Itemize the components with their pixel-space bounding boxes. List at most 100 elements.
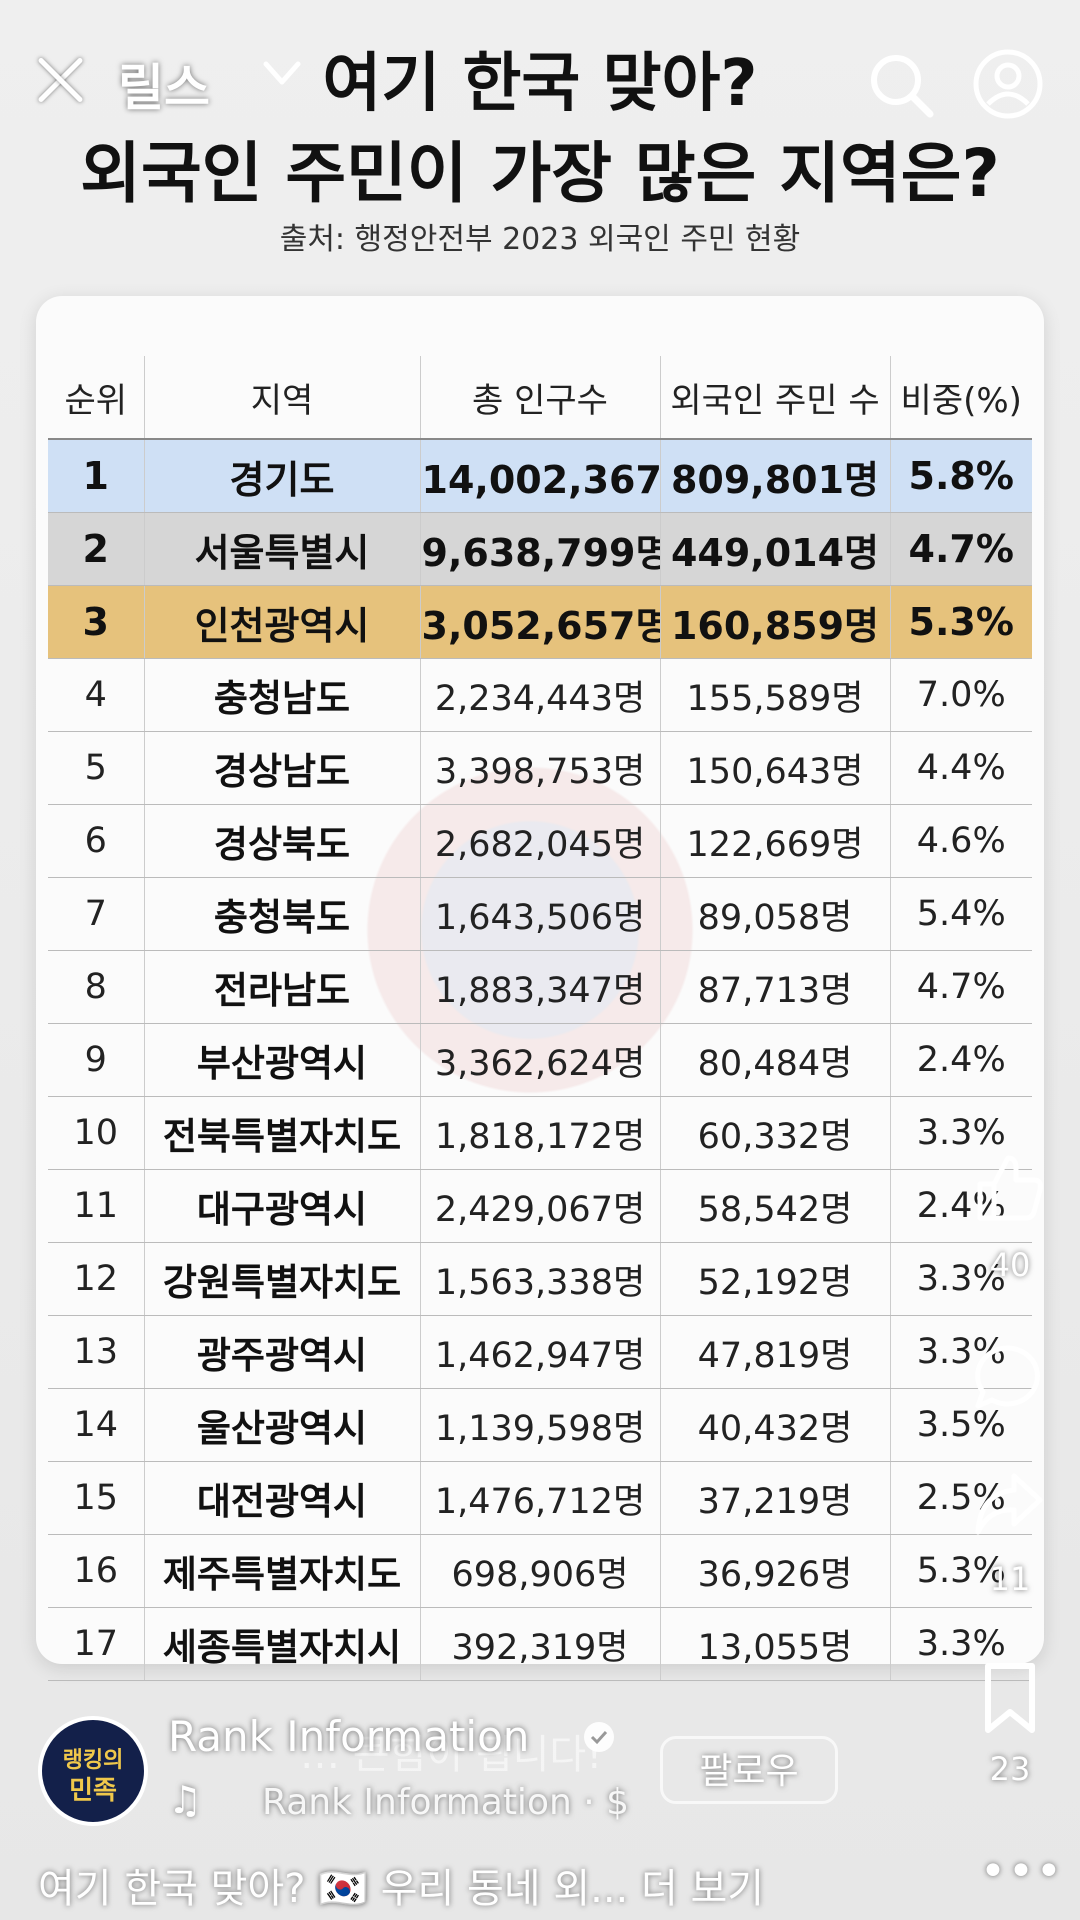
cell-rank: 1 bbox=[48, 439, 144, 513]
cell-region: 강원특별자치도 bbox=[143, 1242, 420, 1316]
cell-rank: 11 bbox=[48, 1169, 144, 1243]
account-name[interactable]: Rank Information bbox=[168, 1712, 530, 1761]
cell-rank: 6 bbox=[48, 804, 144, 878]
title-line-1: 여기 한국 맞아? bbox=[322, 47, 758, 121]
comment-icon[interactable] bbox=[970, 1340, 1046, 1416]
cell-population: 1,883,347명 bbox=[419, 950, 660, 1024]
avatar-text-top: 랭킹의 bbox=[62, 1748, 124, 1773]
like-count: 40 bbox=[989, 1246, 1031, 1284]
table-row: 11 대구광역시 2,429,067명 58,542명 2.4% bbox=[48, 1169, 1032, 1243]
cell-foreign: 52,192명 bbox=[659, 1242, 890, 1316]
music-icon: ♫ bbox=[168, 1778, 203, 1822]
share-count: 11 bbox=[989, 1560, 1031, 1598]
table-row: 7 충청북도 1,643,506명 89,058명 5.4% bbox=[48, 877, 1032, 951]
cell-population: 1,462,947명 bbox=[419, 1315, 660, 1389]
post-caption[interactable]: 여기 한국 맞아? 🇰🇷 우리 동네 외... 더 보기 bbox=[38, 1866, 765, 1912]
cell-ratio: 5.4% bbox=[889, 877, 1032, 951]
table-row: 12 강원특별자치도 1,563,338명 52,192명 3.3% bbox=[48, 1242, 1032, 1316]
cell-population: 1,563,338명 bbox=[419, 1242, 660, 1316]
table-header-row: 순위 지역 총 인구수 외국인 주민 수 비중(%) bbox=[48, 356, 1032, 440]
table-row: 13 광주광역시 1,462,947명 47,819명 3.3% bbox=[48, 1315, 1032, 1389]
cell-foreign: 809,801명 bbox=[659, 439, 890, 513]
cell-region: 부산광역시 bbox=[143, 1023, 420, 1097]
music-label[interactable]: Rank Information · $ bbox=[262, 1782, 630, 1823]
cell-rank: 7 bbox=[48, 877, 144, 951]
cell-foreign: 60,332명 bbox=[659, 1096, 890, 1170]
cell-ratio: 4.7% bbox=[889, 950, 1032, 1024]
cell-population: 1,139,598명 bbox=[419, 1388, 660, 1462]
cell-ratio: 4.4% bbox=[889, 731, 1032, 805]
cell-ratio: 2.4% bbox=[889, 1169, 1032, 1243]
video-caption-overlay: … 큰힘이 됩니다! bbox=[300, 1732, 603, 1778]
cell-foreign: 449,014명 bbox=[659, 512, 890, 586]
cell-rank: 16 bbox=[48, 1534, 144, 1608]
table-row: 9 부산광역시 3,362,624명 80,484명 2.4% bbox=[48, 1023, 1032, 1097]
cell-population: 698,906명 bbox=[419, 1534, 660, 1608]
cell-population: 392,319명 bbox=[419, 1607, 660, 1681]
cell-foreign: 160,859명 bbox=[659, 585, 890, 659]
cell-population: 1,476,712명 bbox=[419, 1461, 660, 1535]
cell-foreign: 80,484명 bbox=[659, 1023, 890, 1097]
cell-population: 3,052,657명 bbox=[419, 585, 660, 659]
chevron-down-icon[interactable] bbox=[262, 58, 302, 88]
cell-region: 경기도 bbox=[143, 439, 420, 513]
cell-population: 2,682,045명 bbox=[419, 804, 660, 878]
header-foreign: 외국인 주민 수 bbox=[659, 356, 890, 440]
cell-region: 울산광역시 bbox=[143, 1388, 420, 1462]
cell-foreign: 36,926명 bbox=[659, 1534, 890, 1608]
table-row: 14 울산광역시 1,139,598명 40,432명 3.5% bbox=[48, 1388, 1032, 1462]
cell-ratio: 5.3% bbox=[889, 1534, 1032, 1608]
cell-rank: 13 bbox=[48, 1315, 144, 1389]
cell-foreign: 87,713명 bbox=[659, 950, 890, 1024]
cell-rank: 4 bbox=[48, 658, 144, 732]
cell-foreign: 40,432명 bbox=[659, 1388, 890, 1462]
cell-ratio: 2.5% bbox=[889, 1461, 1032, 1535]
cell-rank: 9 bbox=[48, 1023, 144, 1097]
cell-rank: 8 bbox=[48, 950, 144, 1024]
cell-rank: 15 bbox=[48, 1461, 144, 1535]
close-icon[interactable] bbox=[34, 54, 86, 106]
cell-population: 1,818,172명 bbox=[419, 1096, 660, 1170]
avatar-text-bottom: 민족 bbox=[69, 1776, 117, 1806]
cell-population: 14,002,367명 bbox=[419, 439, 660, 513]
profile-icon[interactable] bbox=[972, 48, 1044, 120]
cell-region: 서울특별시 bbox=[143, 512, 420, 586]
cell-rank: 12 bbox=[48, 1242, 144, 1316]
cell-population: 3,398,753명 bbox=[419, 731, 660, 805]
cell-ratio: 4.6% bbox=[889, 804, 1032, 878]
verified-icon bbox=[584, 1722, 614, 1752]
cell-region: 대전광역시 bbox=[143, 1461, 420, 1535]
cell-rank: 17 bbox=[48, 1607, 144, 1681]
header-region: 지역 bbox=[143, 356, 420, 440]
search-icon[interactable] bbox=[866, 50, 936, 120]
cell-ratio: 5.8% bbox=[889, 439, 1032, 513]
bookmark-icon[interactable] bbox=[980, 1660, 1040, 1736]
reels-label[interactable]: 릴스 bbox=[118, 59, 210, 117]
avatar[interactable]: 랭킹의 민족 bbox=[38, 1716, 148, 1826]
cell-population: 1,643,506명 bbox=[419, 877, 660, 951]
cell-region: 경상남도 bbox=[143, 731, 420, 805]
more-icon[interactable]: ••• bbox=[980, 1846, 1064, 1897]
table-row: 5 경상남도 3,398,753명 150,643명 4.4% bbox=[48, 731, 1032, 805]
cell-region: 충청북도 bbox=[143, 877, 420, 951]
cell-foreign: 122,669명 bbox=[659, 804, 890, 878]
source-text: 출처: 행정안전부 2023 외국인 주민 현황 bbox=[279, 222, 801, 257]
ranking-table: 순위 지역 총 인구수 외국인 주민 수 비중(%) 1 경기도 14,002,36… bbox=[48, 356, 1032, 1681]
cell-foreign: 37,219명 bbox=[659, 1461, 890, 1535]
cell-rank: 3 bbox=[48, 585, 144, 659]
table-row: 8 전라남도 1,883,347명 87,713명 4.7% bbox=[48, 950, 1032, 1024]
table-row: 10 전북특별자치도 1,818,172명 60,332명 3.3% bbox=[48, 1096, 1032, 1170]
table-row: 6 경상북도 2,682,045명 122,669명 4.6% bbox=[48, 804, 1032, 878]
cell-region: 충청남도 bbox=[143, 658, 420, 732]
cell-foreign: 47,819명 bbox=[659, 1315, 890, 1389]
share-icon[interactable] bbox=[970, 1466, 1046, 1542]
like-icon[interactable] bbox=[970, 1150, 1046, 1226]
cell-rank: 5 bbox=[48, 731, 144, 805]
follow-button[interactable]: 팔로우 bbox=[660, 1736, 838, 1804]
table-row: 15 대전광역시 1,476,712명 37,219명 2.5% bbox=[48, 1461, 1032, 1535]
header-population: 총 인구수 bbox=[419, 356, 660, 440]
cell-ratio: 4.7% bbox=[889, 512, 1032, 586]
cell-region: 광주광역시 bbox=[143, 1315, 420, 1389]
cell-foreign: 13,055명 bbox=[659, 1607, 890, 1681]
